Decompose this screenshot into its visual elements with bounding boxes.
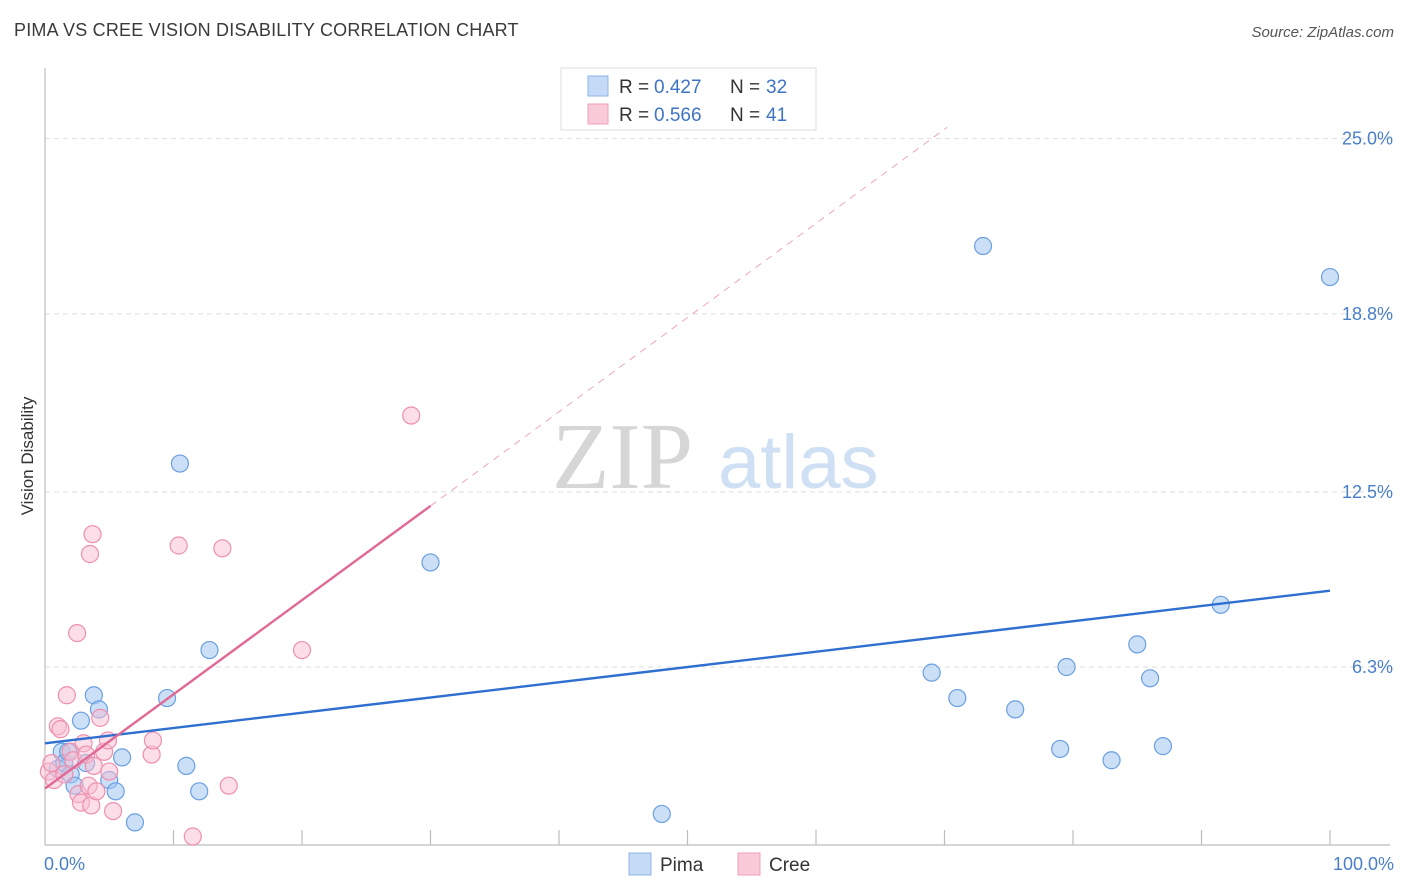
cree-point-17 [83, 525, 102, 544]
pima-point-18 [200, 640, 219, 660]
cree-point-9 [68, 623, 87, 643]
stats-n-value-pima: 32 [766, 77, 787, 98]
series-legend: Pima Cree [628, 852, 810, 876]
gridlines [45, 138, 1390, 668]
y-tick-label-1: 12.5% [1342, 482, 1393, 502]
pima-point-16 [177, 756, 196, 775]
legend-swatch-cree [737, 852, 761, 876]
stats-n-label-cree: N = [730, 105, 760, 126]
pima-point-25 [1051, 739, 1070, 759]
y-tick-label-3: 25.0% [1342, 129, 1393, 149]
stats-legend: R = 0.427 N = 32 R = 0.566 N = 41 [560, 67, 817, 131]
series-pima [48, 236, 1340, 832]
cree-trendline-extension [430, 126, 948, 507]
cree-point-30 [219, 776, 238, 795]
cree-point-23 [100, 762, 119, 781]
watermark-atlas: atlas [718, 420, 879, 505]
axes [44, 68, 1390, 846]
pima-point-6 [71, 711, 91, 730]
stats-n-label-pima: N = [730, 77, 760, 98]
y-tick-labels: 6.3% 12.5% 18.8% 25.0% [1342, 129, 1393, 677]
stats-r-value-cree: 0.566 [654, 105, 702, 126]
stats-r-label-cree: R = [619, 105, 649, 126]
legend-swatch-pima [628, 852, 652, 876]
stats-swatch-cree [587, 103, 609, 125]
legend-label-pima: Pima [660, 855, 704, 876]
cree-point-18 [84, 756, 103, 775]
pima-point-32 [1320, 267, 1340, 287]
source-label: Source: ZipAtlas.com [1251, 24, 1394, 41]
pima-point-23 [973, 236, 993, 256]
cree-point-31 [292, 640, 312, 660]
cree-point-27 [169, 536, 188, 555]
cree-point-24 [104, 801, 123, 821]
cree-point-28 [183, 827, 202, 846]
cree-point-29 [213, 539, 232, 558]
pima-point-13 [125, 813, 145, 832]
cree-point-15 [80, 544, 100, 564]
cree-point-6 [57, 686, 76, 705]
stats-r-value-pima: 0.427 [654, 77, 702, 98]
cree-point-32 [402, 406, 421, 425]
stats-swatch-pima [587, 75, 609, 97]
trendlines [44, 126, 1331, 790]
pima-point-28 [1128, 635, 1147, 654]
pima-point-20 [652, 804, 671, 824]
cree-point-20 [91, 708, 110, 727]
pima-point-11 [106, 782, 125, 801]
y-axis-title: Vision Disability [18, 396, 37, 515]
pima-point-30 [1153, 737, 1173, 756]
x-tick-label-min: 0.0% [44, 854, 85, 874]
data-points [39, 236, 1340, 846]
cree-point-26 [143, 731, 163, 750]
pima-point-21 [922, 663, 941, 682]
pima-point-15 [170, 454, 190, 473]
pima-point-24 [1006, 700, 1025, 719]
stats-n-value-cree: 41 [766, 105, 787, 126]
x-ticks [172, 830, 1331, 845]
cree-trendline-fit [44, 504, 432, 790]
cree-point-19 [87, 782, 106, 801]
watermark-zip: ZIP [552, 405, 693, 509]
chart-title: PIMA VS CREE VISION DISABILITY CORRELATI… [14, 20, 519, 40]
legend-label-cree: Cree [769, 855, 810, 876]
pima-point-17 [190, 782, 209, 801]
x-tick-label-max: 100.0% [1333, 854, 1394, 874]
pima-trendline-fit [44, 589, 1331, 745]
pima-point-22 [948, 688, 967, 708]
series-cree [39, 406, 421, 846]
pima-point-27 [1102, 751, 1121, 770]
cree-point-4 [51, 720, 70, 739]
pima-point-29 [1140, 669, 1160, 688]
y-tick-label-0: 6.3% [1352, 657, 1393, 677]
stats-r-label-pima: R = [619, 77, 649, 98]
pima-point-12 [112, 748, 132, 767]
y-tick-label-2: 18.8% [1342, 304, 1393, 324]
pima-point-26 [1057, 657, 1076, 677]
pima-point-19 [421, 553, 440, 572]
